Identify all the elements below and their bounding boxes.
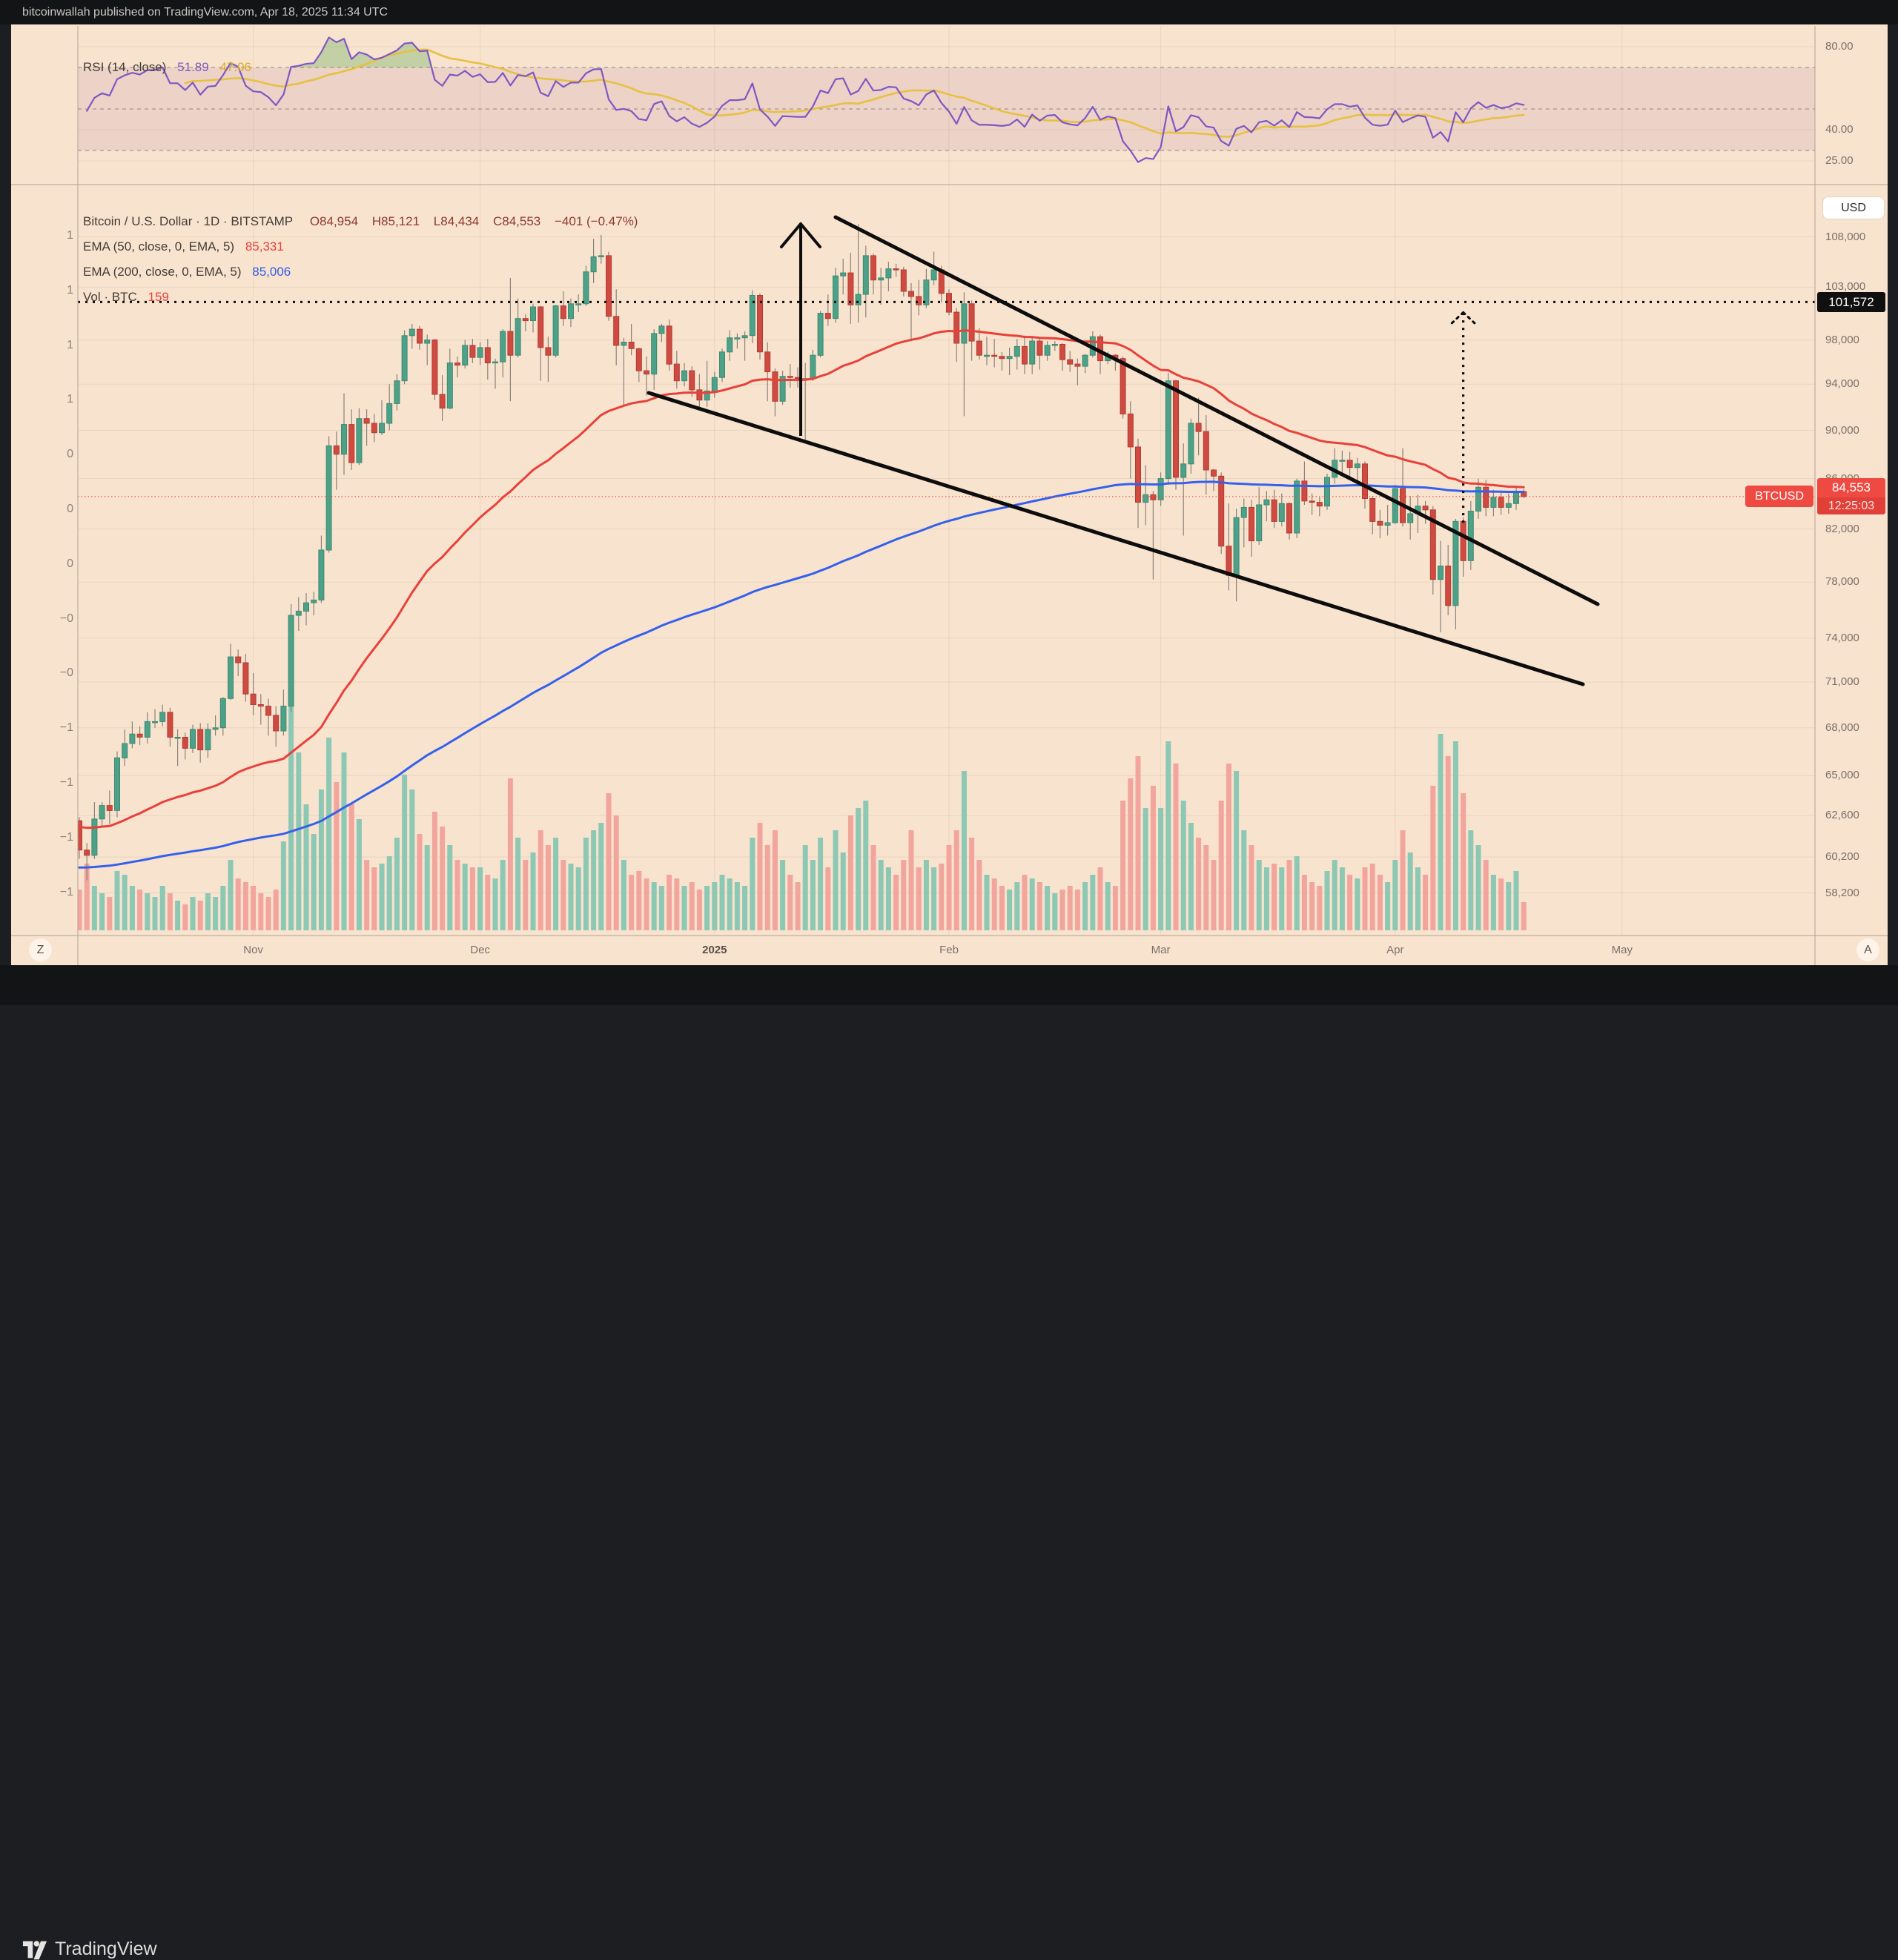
price-axis-label: 103,000 [1825,280,1866,294]
rsi-ma-value: 47.06 [219,60,251,74]
price-axis-label: 82,000 [1825,522,1859,535]
price-axis-label: 68,000 [1825,721,1859,734]
footer-bar: TradingView [0,965,1898,1959]
left-axis-label: −1 [59,721,73,735]
rsi-legend-title: RSI (14, close) [83,60,167,74]
chart-canvas[interactable] [11,24,1888,965]
bar-close-countdown: 12:25:03 [1817,497,1885,514]
rsi-axis-label: 40.00 [1825,123,1854,136]
rsi-axis-label: 80.00 [1825,40,1854,53]
symbol-price-label: BTCUSD [1745,485,1813,507]
left-axis-label: 1 [67,338,73,351]
time-axis-label: Apr [1386,944,1404,956]
ema50-legend[interactable]: EMA (50, close, 0, EMA, 5) 85,331 [83,238,284,256]
publish-info-bar: bitcoinwallah published on TradingView.c… [0,0,1898,24]
left-axis-label: 0 [67,448,73,461]
publish-info-text: bitcoinwallah published on TradingView.c… [22,6,388,19]
price-axis-label: 94,000 [1825,377,1859,391]
last-price-value: 84,553 [1817,477,1885,497]
symbol-title: Bitcoin / U.S. Dollar · 1D · BITSTAMP [83,214,294,228]
time-axis-label: Nov [243,944,263,956]
left-axis-label: 1 [67,283,73,297]
price-axis-label: 90,000 [1825,423,1859,437]
ema200-legend[interactable]: EMA (200, close, 0, EMA, 5) 85,006 [83,263,291,281]
left-axis-label: 0 [67,557,73,570]
left-axis-label: 1 [67,229,73,242]
price-axis-label: 60,200 [1825,850,1859,864]
left-axis-label: −0 [59,612,73,625]
chart-widget: RSI (14, close) 51.89 47.06 Bitcoin / U.… [11,24,1888,965]
currency-unit-button[interactable]: USD [1823,197,1884,219]
price-axis-label: 65,000 [1825,769,1859,782]
rsi-axis-label: 25.00 [1825,154,1854,167]
tradingview-logo-icon [22,1939,47,1960]
tradingview-logo-text: TradingView [55,1939,157,1959]
left-axis-label: −1 [59,830,73,844]
left-axis-label: 1 [67,393,73,406]
left-axis-label: −1 [59,776,73,789]
ohlc-high: H85,121 [371,214,420,228]
ohlc-low: L84,434 [433,214,480,228]
left-axis-label: −0 [59,666,73,680]
time-axis-label: Feb [939,944,959,956]
ema50-label: EMA (50, close, 0, EMA, 5) [83,239,235,254]
price-axis-label: 108,000 [1825,230,1866,243]
symbol-legend[interactable]: Bitcoin / U.S. Dollar · 1D · BITSTAMP O8… [83,213,648,231]
time-axis-label: 2025 [702,944,727,956]
volume-legend[interactable]: Vol · BTC 159 [83,288,169,306]
ohlc-close: C84,553 [492,214,541,228]
ema50-value: 85,331 [245,239,284,254]
volume-value: 159 [148,290,169,304]
tradingview-logo[interactable]: TradingView [22,1939,157,1960]
ema200-label: EMA (200, close, 0, EMA, 5) [83,265,242,279]
auto-scale-button[interactable]: A [1856,938,1879,961]
ema200-value: 85,006 [252,265,291,279]
price-axis-label: 62,600 [1825,809,1859,822]
volume-label: Vol · BTC [83,290,137,304]
rsi-legend[interactable]: RSI (14, close) 51.89 47.06 [83,59,251,76]
time-axis-label: May [1611,944,1633,956]
last-price-tag: 84,553 12:25:03 [1817,477,1885,514]
price-axis-label: 74,000 [1825,631,1859,644]
time-axis-label: Dec [470,944,490,956]
price-axis-label: 98,000 [1825,333,1859,346]
price-axis-label: 71,000 [1825,675,1859,688]
timezone-button[interactable]: Z [29,938,52,961]
time-axis-label: Mar [1151,944,1171,956]
price-level-tag: 101,572 [1817,292,1885,313]
price-axis-label: 78,000 [1825,575,1859,589]
ohlc-open: O84,954 [309,214,359,228]
ohlc-change: −401 (−0.47%) [555,214,638,228]
left-axis-label: −1 [59,885,73,898]
price-axis-label: 58,200 [1825,886,1859,899]
rsi-value: 51.89 [177,60,209,74]
left-axis-label: 0 [67,503,73,515]
